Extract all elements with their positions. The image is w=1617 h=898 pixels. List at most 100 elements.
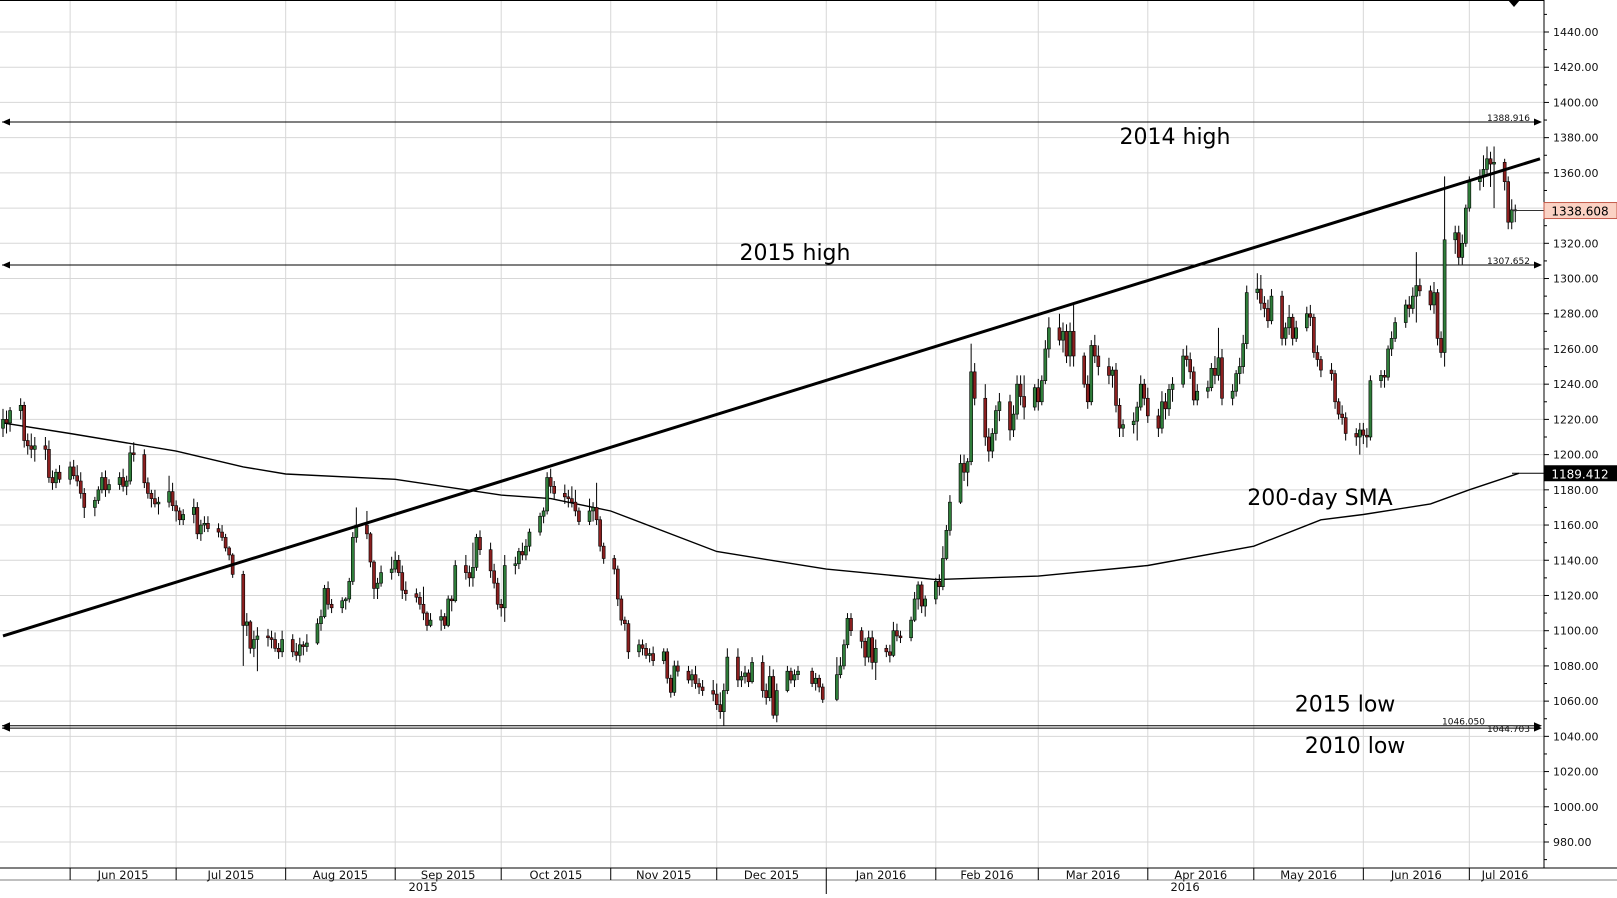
x-month-label: Jul 2015 [206,868,254,882]
candle-body-up [192,507,196,515]
candle-body-down [294,651,299,656]
candle [718,692,723,719]
candle-body-down [121,477,125,487]
candle-body-down [216,528,221,533]
candle [863,637,867,666]
candle-body-down [1336,401,1341,415]
candle [668,674,673,698]
candle [1290,313,1295,346]
candle [849,613,853,636]
level-2015-high-arrow-left [2,261,10,269]
candle [418,591,422,610]
candle [972,363,977,406]
candle [22,401,27,448]
candle [1428,285,1433,311]
candle [1439,331,1443,358]
candle [1294,320,1298,342]
annotation-2014-high: 2014 high [1120,125,1231,150]
candle [566,489,571,508]
candle [552,481,557,499]
x-month-label: Apr 2016 [1174,868,1227,882]
candle [612,554,617,575]
candle [637,639,641,658]
candle [474,533,479,571]
candle-body-up [1015,383,1019,415]
y-tick-label: 1280.00 [1553,308,1599,321]
candle-body-up [1432,292,1436,306]
candle [513,556,518,575]
candle [1216,327,1221,381]
candle-body-down [82,493,87,508]
candle [322,584,327,619]
sma-value-tag [1544,465,1617,482]
candle [502,554,507,622]
candle [785,665,790,693]
last-price-tag [1543,202,1617,220]
candle [54,468,58,489]
candle [1513,204,1518,223]
candle [1382,370,1387,388]
candle [1506,176,1510,230]
candle [884,644,889,658]
y-tick-label: 1440.00 [1553,26,1599,39]
x-month-label: Dec 2015 [744,868,799,882]
candle-body-up [647,653,652,656]
candle-body-up [117,477,122,485]
candle [241,570,246,666]
candle-body-down [895,630,899,637]
candle [1008,394,1012,441]
candle-body-up [1138,383,1143,408]
candle [181,509,185,526]
level-2014-high-arrow-right [1534,118,1542,126]
candle-body-down [771,676,776,716]
candle-body-up [347,581,352,600]
candle [372,560,376,599]
candle-body-up [96,489,101,501]
candle-body-down [668,677,673,693]
candle-body-down [1506,181,1510,223]
y-tick-label: 1400.00 [1553,96,1599,109]
y-tick-label: 1200.00 [1553,449,1599,462]
candle [50,470,55,490]
candle [488,542,493,578]
candle [870,630,875,670]
x-year-label: 2015 [408,880,437,894]
candle [1184,345,1189,367]
candle-body-down [425,612,429,626]
candle-body-down [1096,355,1101,367]
candle-body-down [4,419,9,424]
candle-body-down [1107,366,1111,376]
candle-body-down [103,477,108,491]
candle-body-up [439,616,443,621]
candle [499,599,504,617]
candle-body-down [884,648,889,653]
y-tick-label: 1000.00 [1553,801,1599,814]
candle-body-up [838,665,843,676]
candle [347,577,352,603]
candle-body-up [1255,288,1260,293]
candle-body-down [71,466,76,477]
candle [1368,375,1373,441]
candle-body-down [1418,285,1422,292]
candle [1156,408,1161,437]
candle-body-down [1315,352,1320,360]
candle [495,577,500,610]
candle-body-down [372,561,376,589]
candle-body-down [983,397,988,438]
candle [1340,405,1344,425]
sma-layer [2,422,1520,581]
candle-body-up [813,677,818,684]
candle [1138,375,1143,411]
y-tick-label: 1220.00 [1553,413,1599,426]
candle-body-down [746,672,751,683]
candle [644,643,648,659]
candle [743,665,747,684]
candle [206,516,210,533]
candle [464,554,468,580]
candle [1435,289,1440,346]
candle-body-down [863,640,867,658]
candle-body-down [1340,413,1344,418]
candle [1057,313,1062,346]
